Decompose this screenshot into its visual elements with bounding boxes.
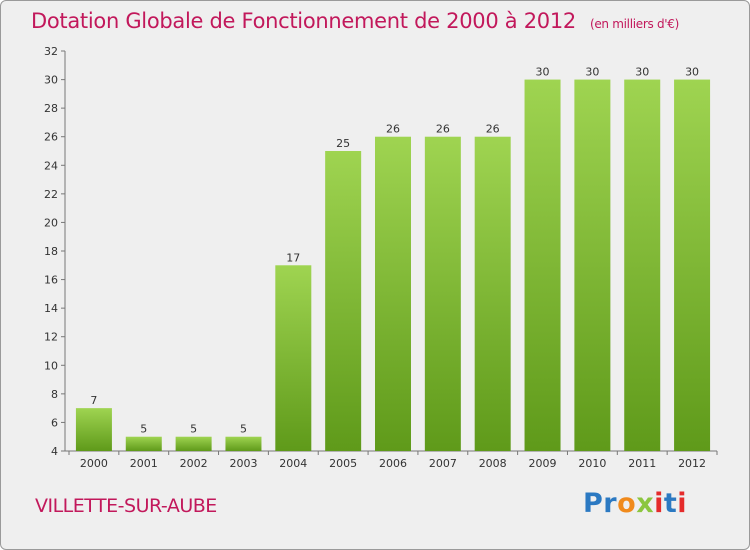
- data-label: 26: [486, 123, 500, 136]
- y-tick-label: 10: [44, 359, 58, 372]
- bar-2007: [424, 136, 461, 451]
- y-tick-label: 12: [44, 331, 58, 344]
- x-tick-label: 2001: [130, 457, 158, 470]
- proxiti-logo: Proxiti: [583, 488, 687, 519]
- x-tick-label: 2004: [279, 457, 307, 470]
- logo-letter: o: [617, 488, 637, 519]
- bars-layer: [75, 79, 711, 452]
- data-label: 5: [190, 423, 197, 436]
- bar-2002: [175, 436, 212, 451]
- x-tick-label: 2008: [479, 457, 507, 470]
- x-tick-label: 2007: [429, 457, 457, 470]
- logo-letter: i: [654, 488, 664, 519]
- y-tick-label: 18: [44, 245, 58, 258]
- logo-letter: r: [603, 488, 618, 519]
- logo-letter: i: [677, 488, 688, 519]
- bar-2006: [375, 136, 411, 451]
- data-label: 26: [386, 123, 400, 136]
- x-tick-label: 2011: [628, 457, 656, 470]
- y-tick-label: 16: [44, 274, 58, 287]
- y-tick-label: 20: [44, 216, 58, 229]
- data-label: 5: [140, 423, 147, 436]
- chart-title: Dotation Globale de Fonctionnement de 20…: [31, 9, 679, 33]
- data-label: 5: [240, 423, 247, 436]
- y-tick-label: 4: [51, 445, 58, 458]
- bar-2010: [574, 79, 611, 452]
- y-tick-label: 22: [44, 188, 58, 201]
- data-label: 30: [585, 66, 599, 79]
- y-tick-label: 26: [44, 131, 58, 144]
- x-tick-label: 2012: [678, 457, 706, 470]
- logo-letter: P: [583, 488, 604, 519]
- y-tick-label: 28: [44, 102, 58, 115]
- bar-2005: [325, 151, 362, 451]
- data-label: 25: [336, 137, 350, 150]
- x-tick-label: 2005: [329, 457, 357, 470]
- labels-layer: 7 5 5 5 17 25 26 26 26 30 30 30 30: [90, 66, 699, 436]
- commune-name: VILLETTE-SUR-AUBE: [35, 495, 217, 517]
- logo-letter: t: [663, 488, 678, 519]
- x-tick-label: 2003: [229, 457, 257, 470]
- y-tick-label: 32: [44, 45, 58, 58]
- bar-2001: [125, 436, 162, 451]
- x-tick-label: 2002: [180, 457, 208, 470]
- logo-letter: x: [636, 488, 655, 519]
- bar-2004: [275, 265, 312, 451]
- x-tick-label: 2010: [578, 457, 606, 470]
- data-label: 7: [90, 394, 97, 407]
- bar-2009: [524, 79, 561, 452]
- bar-2003: [225, 436, 262, 451]
- y-tick-label: 14: [44, 302, 58, 315]
- data-label: 30: [635, 66, 649, 79]
- y-tick-label: 6: [51, 416, 58, 429]
- data-label: 30: [685, 66, 699, 79]
- axis-layer: 4 6 8 10 12 14 16 18 20 22 24 26 28 30 32 2000 2001 2002 2…: [44, 45, 718, 470]
- bar-2000: [75, 408, 112, 451]
- bar-2012: [674, 79, 711, 452]
- unit-label: (en milliers d'€): [589, 17, 679, 31]
- data-label: 17: [286, 251, 300, 264]
- y-tick-label: 30: [44, 74, 58, 87]
- y-tick-label: 8: [51, 388, 58, 401]
- x-tick-label: 2006: [379, 457, 407, 470]
- bar-2011: [624, 79, 661, 452]
- data-label: 26: [436, 123, 450, 136]
- data-label: 30: [536, 66, 550, 79]
- bar-2008: [474, 136, 511, 451]
- x-tick-label: 2000: [80, 457, 108, 470]
- x-tick-label: 2009: [529, 457, 557, 470]
- title-text: Dotation Globale de Fonctionnement de 20…: [31, 9, 576, 33]
- y-tick-label: 24: [44, 159, 58, 172]
